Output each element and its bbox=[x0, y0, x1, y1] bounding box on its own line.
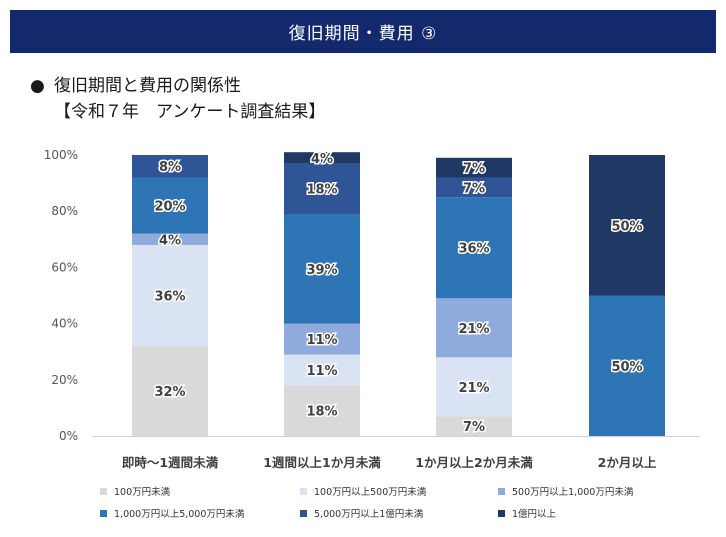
y-tick-label: 60% bbox=[51, 260, 78, 274]
y-tick-label: 40% bbox=[51, 317, 78, 331]
bar-segment bbox=[132, 177, 208, 234]
bar-segment bbox=[284, 152, 360, 164]
slide-title-banner: 復旧期間・費用 ③ bbox=[10, 10, 716, 53]
legend-label: 500万円以上1,000万円未満 bbox=[512, 487, 634, 498]
legend-swatch bbox=[300, 487, 307, 495]
data-label: 20% bbox=[154, 200, 185, 215]
data-label: 11% bbox=[306, 333, 337, 348]
bar-segment bbox=[589, 155, 665, 296]
data-label: 32% bbox=[154, 385, 185, 400]
data-label: 7% bbox=[463, 162, 485, 177]
legend-label: 100万円未満 bbox=[114, 487, 171, 498]
x-category-label: 1か月以上2か月未満 bbox=[415, 455, 533, 470]
y-tick-label: 80% bbox=[51, 204, 78, 218]
legend-label: 100万円以上500万円未満 bbox=[314, 487, 427, 498]
legend-item: 100万円未満 bbox=[100, 484, 170, 498]
data-label: 21% bbox=[458, 381, 489, 396]
bar-segment bbox=[132, 155, 208, 178]
legend-item: 5,000万円以上1億円未満 bbox=[300, 506, 423, 520]
data-label: 8% bbox=[159, 160, 181, 175]
legend-item: 1,000万円以上5,000万円未満 bbox=[100, 506, 244, 520]
heading-title: 復旧期間と費用の関係性 bbox=[54, 76, 241, 96]
data-label: 4% bbox=[311, 152, 333, 167]
bar-segment bbox=[284, 385, 360, 436]
legend-swatch bbox=[498, 487, 505, 495]
bar-segment bbox=[132, 244, 208, 347]
data-label: 7% bbox=[463, 420, 485, 435]
bar-segment bbox=[436, 298, 512, 358]
slide-title: 復旧期間・費用 ③ bbox=[288, 24, 438, 44]
bar-segment bbox=[436, 177, 512, 198]
legend-swatch bbox=[498, 509, 505, 517]
data-label: 50% bbox=[611, 360, 642, 375]
legend-swatch bbox=[100, 487, 107, 495]
data-label: 39% bbox=[306, 263, 337, 278]
data-label: 18% bbox=[306, 183, 337, 198]
x-category-label: 2か月以上 bbox=[598, 455, 657, 470]
bar-segment bbox=[132, 346, 208, 436]
legend-label: 5,000万円以上1億円未満 bbox=[314, 509, 424, 520]
data-label: 36% bbox=[458, 242, 489, 257]
legend-item: 500万円以上1,000万円未満 bbox=[498, 484, 633, 498]
data-label: 11% bbox=[306, 364, 337, 379]
legend-item: 100万円以上500万円未満 bbox=[300, 484, 426, 498]
data-label: 36% bbox=[154, 290, 185, 305]
legend-label: 1億円以上 bbox=[512, 509, 557, 520]
bar-segment bbox=[589, 295, 665, 436]
legend-label: 1,000万円以上5,000万円未満 bbox=[114, 509, 245, 520]
bar-segment bbox=[284, 323, 360, 355]
data-label: 50% bbox=[611, 219, 642, 234]
y-tick-label: 0% bbox=[59, 429, 78, 443]
data-label: 21% bbox=[458, 322, 489, 337]
chart-heading: ● 復旧期間と費用の関係性 【令和７年 アンケート調査結果】 bbox=[30, 73, 325, 125]
legend-item: 1億円以上 bbox=[498, 506, 556, 520]
legend-swatch bbox=[100, 509, 107, 517]
y-tick-label: 20% bbox=[51, 373, 78, 387]
heading-subtitle: 【令和７年 アンケート調査結果】 bbox=[54, 102, 326, 122]
bar-segment bbox=[436, 357, 512, 417]
legend-swatch bbox=[300, 509, 307, 517]
data-label: 7% bbox=[463, 181, 485, 196]
x-category-label: 即時～1週間未満 bbox=[122, 455, 219, 470]
bar-segment bbox=[436, 197, 512, 299]
bar-segment bbox=[436, 416, 512, 436]
bar-segment bbox=[284, 163, 360, 215]
bar-segment bbox=[436, 157, 512, 178]
bullet-icon: ● bbox=[30, 76, 45, 96]
bar-segment bbox=[132, 233, 208, 245]
x-category-label: 1週間以上1か月未満 bbox=[263, 455, 381, 470]
data-label: 18% bbox=[306, 405, 337, 420]
y-tick-label: 100% bbox=[44, 148, 78, 162]
bar-segment bbox=[284, 214, 360, 324]
bar-segment bbox=[284, 354, 360, 386]
data-label: 4% bbox=[159, 233, 181, 248]
